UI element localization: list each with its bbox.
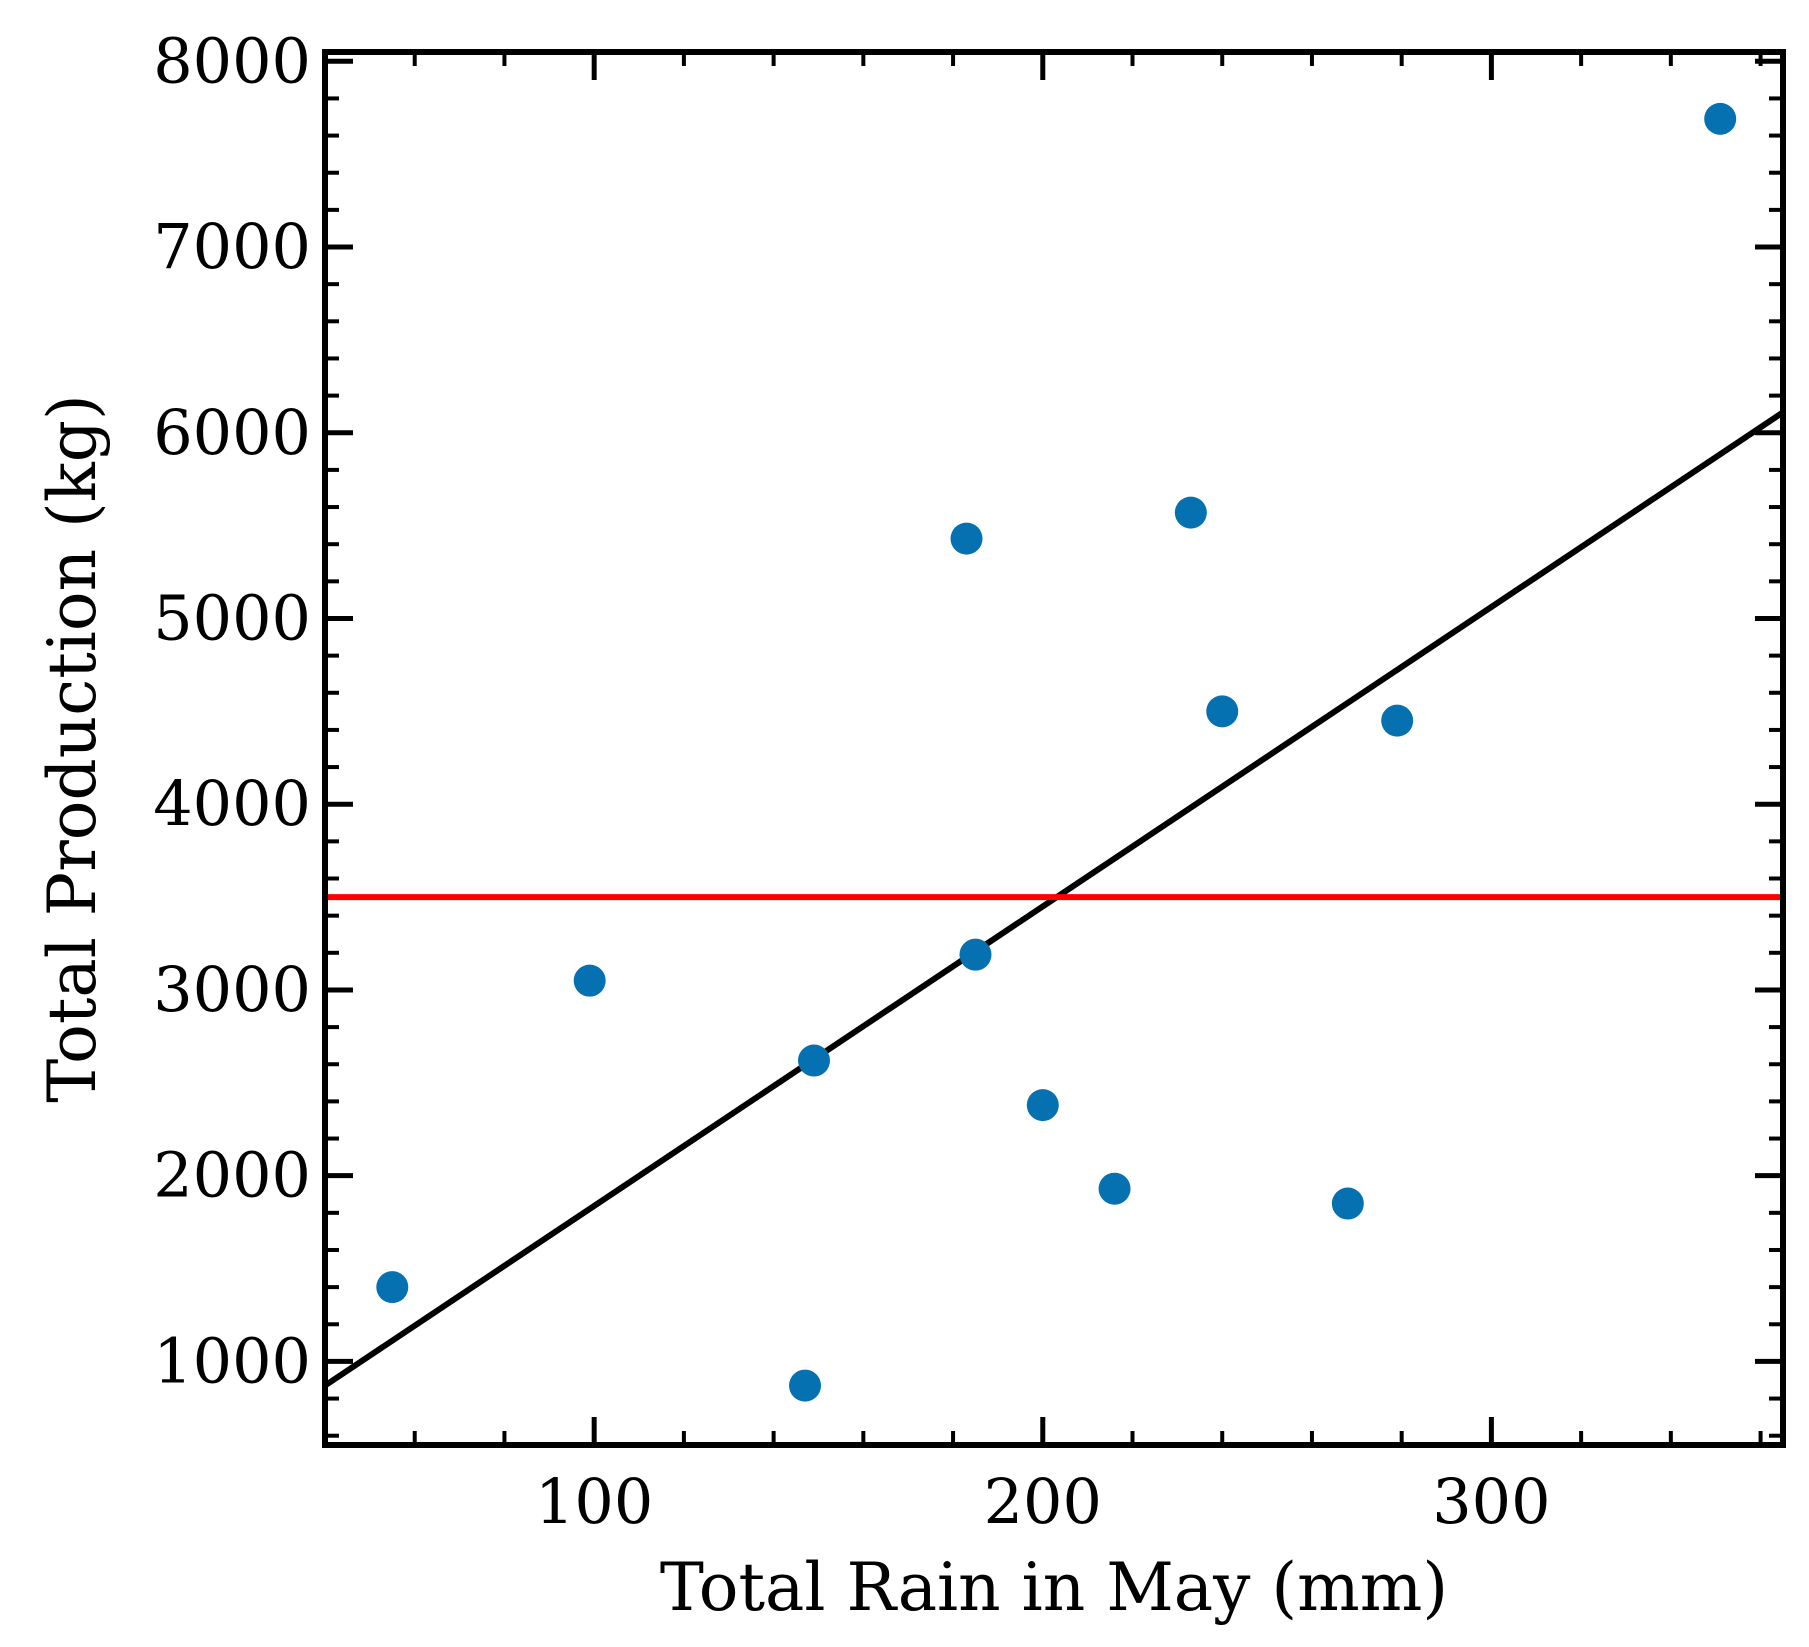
data-point xyxy=(376,1271,409,1304)
data-point xyxy=(1381,704,1414,737)
data-point xyxy=(1026,1089,1059,1122)
y-tick-label: 3000 xyxy=(153,953,311,1026)
tick-labels: 100 200 300 1000 2000 3000 4000 5000 6000 7000 800… xyxy=(153,24,1550,1538)
data-point xyxy=(1098,1172,1131,1205)
y-tick-label: 4000 xyxy=(153,767,311,840)
y-tick-label: 5000 xyxy=(153,581,311,654)
y-tick-label: 7000 xyxy=(153,210,311,283)
y-tick-label: 2000 xyxy=(153,1139,311,1212)
data-point xyxy=(1206,695,1239,728)
data-point xyxy=(1174,496,1207,529)
plot-frame xyxy=(322,49,1786,1448)
data-point xyxy=(959,938,992,971)
y-axis-label: Total Production (kg) xyxy=(34,394,111,1103)
x-axis-label: Total Rain in May (mm) xyxy=(660,1549,1448,1626)
x-tick-label: 300 xyxy=(1432,1465,1550,1538)
data-point xyxy=(950,522,983,555)
y-tick-label: 1000 xyxy=(153,1324,311,1397)
fit-lines xyxy=(323,409,1785,1389)
data-point xyxy=(789,1369,822,1402)
x-tick-label: 100 xyxy=(535,1465,653,1538)
data-point xyxy=(573,964,606,997)
data-point xyxy=(1331,1187,1364,1220)
y-tick-label: 8000 xyxy=(153,24,311,97)
data-points xyxy=(376,102,1737,1402)
y-tick-label: 6000 xyxy=(153,396,311,469)
x-tick-label: 200 xyxy=(984,1465,1102,1538)
data-point xyxy=(1704,102,1737,135)
data-point xyxy=(797,1044,830,1077)
